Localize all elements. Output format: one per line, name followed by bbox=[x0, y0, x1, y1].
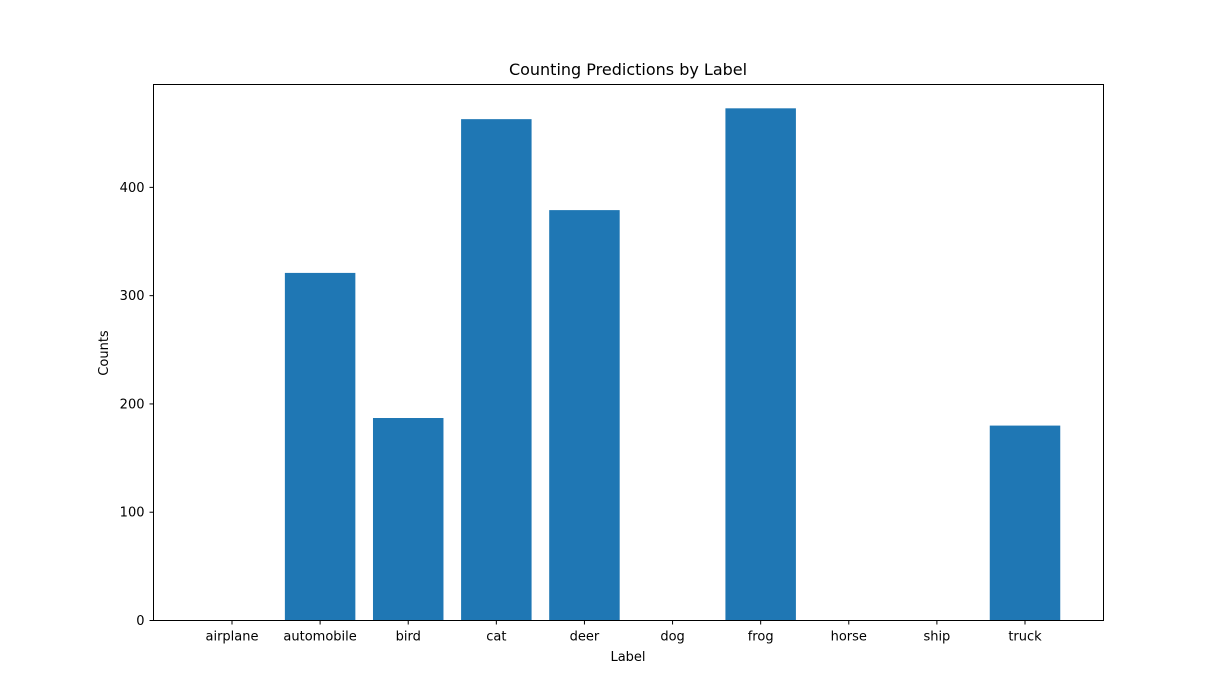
bar-truck bbox=[989, 425, 1061, 621]
bar-frog bbox=[725, 108, 796, 621]
x-tick-label: ship bbox=[923, 630, 950, 645]
y-axis-ticks: 0 100 200 300 400 bbox=[120, 181, 154, 629]
x-tick-label: deer bbox=[570, 630, 600, 645]
x-tick-label: bird bbox=[396, 630, 421, 645]
x-axis-ticks: airplane automobile bird cat deer dog frog hors… bbox=[206, 620, 1042, 645]
x-tick-label: dog bbox=[660, 630, 684, 645]
bars bbox=[284, 108, 1061, 621]
x-axis-label: Label bbox=[610, 650, 645, 665]
y-tick-label: 400 bbox=[120, 181, 145, 196]
x-tick-label: horse bbox=[831, 630, 867, 645]
x-tick-label: airplane bbox=[206, 630, 259, 645]
y-tick-label: 300 bbox=[120, 289, 145, 304]
bar-bird bbox=[372, 418, 444, 621]
y-tick-label: 0 bbox=[136, 614, 144, 629]
x-tick-label: frog bbox=[748, 630, 774, 645]
y-tick-label: 100 bbox=[120, 506, 145, 521]
bar-cat bbox=[461, 119, 532, 621]
y-axis-label: Counts bbox=[97, 330, 112, 376]
bar-deer bbox=[549, 210, 620, 621]
chart-title: Counting Predictions by Label bbox=[509, 60, 747, 79]
x-tick-label: automobile bbox=[283, 630, 356, 645]
y-tick-label: 200 bbox=[120, 397, 145, 412]
x-tick-label: cat bbox=[486, 630, 506, 645]
bar-automobile bbox=[284, 272, 356, 621]
x-tick-label: truck bbox=[1008, 630, 1042, 645]
plot-frame bbox=[153, 84, 1104, 621]
